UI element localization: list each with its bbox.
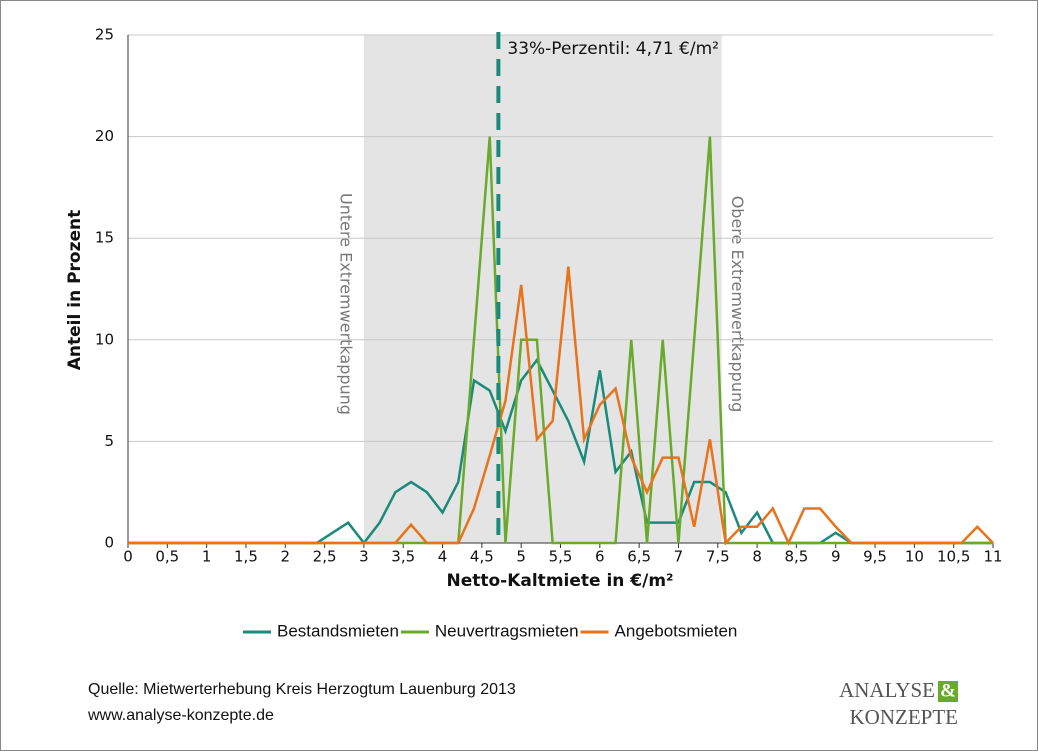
x-tick-label: 4,5 [470, 548, 494, 566]
logo: ANALYSE [839, 678, 935, 702]
shade-band [363, 35, 722, 543]
x-tick-label: 0 [123, 548, 133, 566]
x-tick-label: 6 [595, 548, 605, 566]
legend-label: Neuvertragsmieten [435, 621, 579, 640]
y-tick-label: 20 [95, 127, 114, 145]
y-tick-label: 5 [104, 432, 114, 450]
x-tick-label: 7,5 [706, 548, 730, 566]
x-tick-label: 3,5 [391, 548, 415, 566]
x-tick-label: 4 [438, 548, 448, 566]
series-line [128, 266, 994, 547]
percentile-label: 33%-Perzentil: 4,71 €/m² [507, 39, 719, 59]
source-url: www.analyse-konzepte.de [87, 707, 274, 724]
y-tick-label: 10 [95, 330, 114, 348]
x-tick-label: 9,5 [863, 548, 887, 566]
x-tick-label: 9 [831, 548, 841, 566]
y-axis-label: Anteil in Prozent [65, 210, 85, 371]
y-tick-label: 25 [95, 26, 114, 44]
y-tick-label: 0 [104, 534, 114, 552]
x-tick-label: 2 [280, 548, 290, 566]
x-tick-label: 8 [752, 548, 762, 566]
x-tick-label: 2,5 [313, 548, 337, 566]
x-tick-label: 7 [674, 548, 684, 566]
shade-label: Untere Extremwertkappung [336, 193, 355, 415]
x-tick-label: 5,5 [549, 548, 573, 566]
x-axis-label: Netto-Kaltmiete in €/m² [446, 571, 673, 591]
x-tick-label: 1,5 [234, 548, 258, 566]
x-tick-label: 1 [202, 548, 212, 566]
x-tick-label: 5 [516, 548, 526, 566]
source: Quelle: Mietwerterhebung Kreis Herzogtum… [88, 681, 516, 698]
logo-box [938, 681, 958, 702]
x-tick-label: 3 [359, 548, 369, 566]
x-tick-label: 10 [905, 548, 924, 566]
y-tick-label: 15 [95, 229, 114, 247]
logo: KONZEPTE [850, 705, 959, 729]
legend-label: Angebotsmieten [615, 621, 738, 640]
x-tick-label: 0,5 [155, 548, 179, 566]
logo: & [940, 680, 956, 701]
shade-label: Obere Extremwertkappung [728, 196, 747, 413]
x-tick-label: 8,5 [784, 548, 808, 566]
x-tick-label: 10,5 [937, 548, 970, 566]
legend-label: Bestandsmieten [277, 621, 399, 640]
x-tick-label: 11 [983, 548, 1002, 566]
x-tick-label: 6,5 [627, 548, 651, 566]
